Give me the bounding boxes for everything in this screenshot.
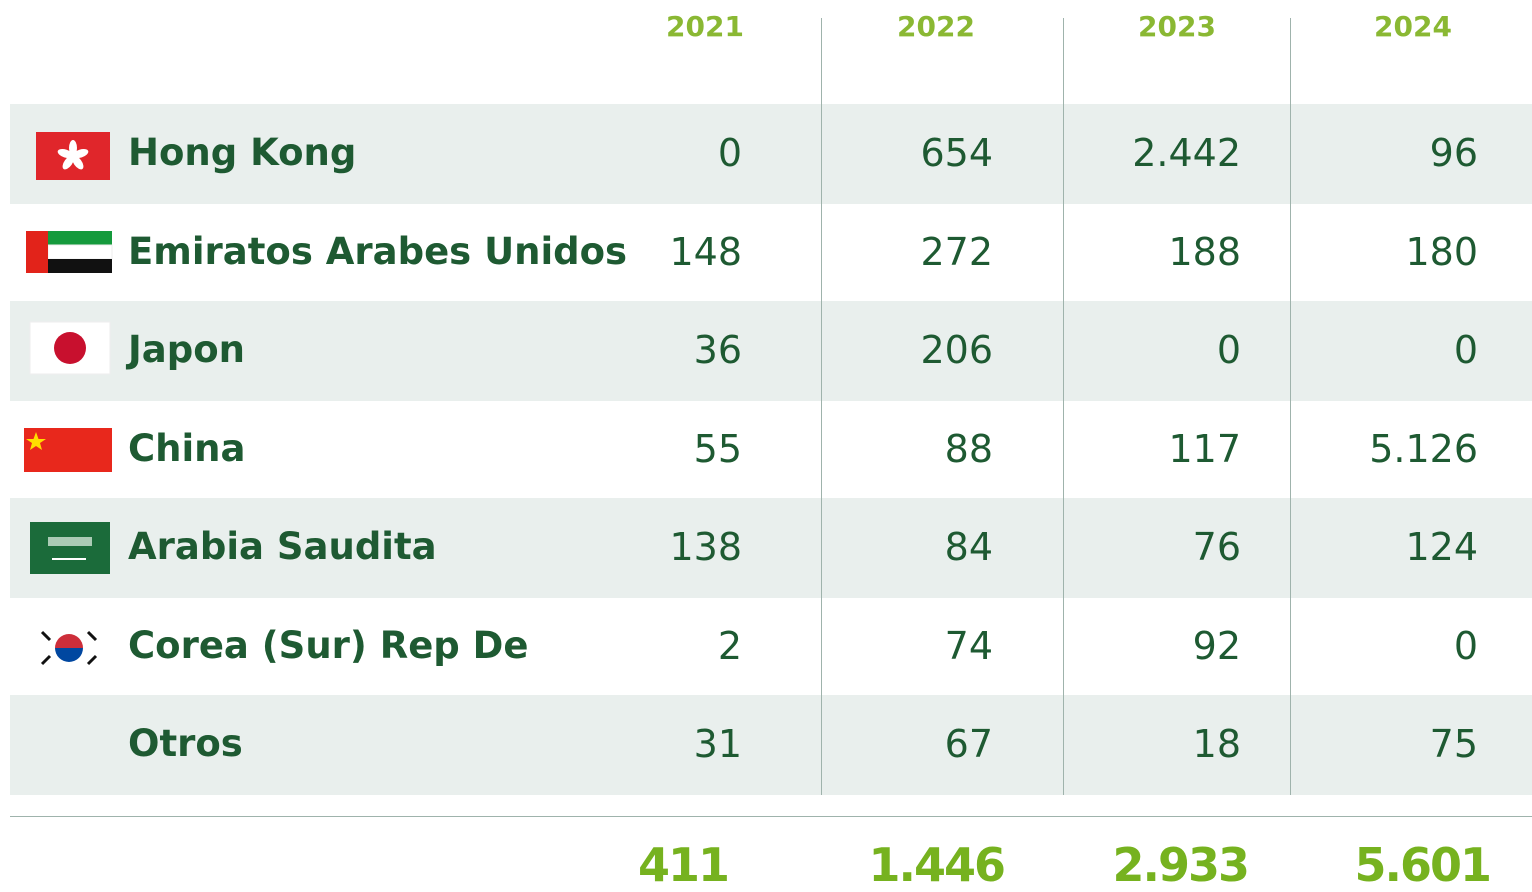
cell-value: 2.442 <box>1132 131 1241 175</box>
cell-value: 36 <box>693 328 742 372</box>
country-name: Emiratos Arabes Unidos <box>128 229 628 273</box>
country-name: Japon <box>128 328 245 371</box>
flag-saudi <box>30 522 110 574</box>
year-header: 2023 <box>1138 10 1216 43</box>
cell-value: 67 <box>944 722 993 766</box>
country-name: Arabia Saudita <box>128 525 437 568</box>
year-header: 2024 <box>1374 10 1452 43</box>
cell-value: 76 <box>1192 525 1241 569</box>
column-separator <box>821 18 822 795</box>
cell-value: 124 <box>1405 525 1478 569</box>
cell-value: 92 <box>1192 623 1241 668</box>
cell-value: 0 <box>1453 328 1478 372</box>
cell-value: 31 <box>693 722 742 766</box>
cell-value: 188 <box>1168 229 1241 274</box>
row-band <box>10 695 1532 795</box>
flags <box>24 132 113 671</box>
row-band <box>10 498 1532 598</box>
row-band <box>10 301 1532 401</box>
cell-value: 88 <box>944 426 993 471</box>
cell-value: 5.126 <box>1369 426 1478 471</box>
cell-value: 654 <box>920 131 993 175</box>
cell-value: 148 <box>669 229 742 274</box>
cell-value: 2 <box>717 623 742 668</box>
cell-value: 0 <box>1216 328 1241 372</box>
cell-value: 117 <box>1168 426 1241 471</box>
country-name: Otros <box>128 722 243 765</box>
flag-japan <box>29 321 111 375</box>
cell-value: 272 <box>920 229 993 274</box>
total-value: 1.446 <box>868 838 1006 892</box>
cell-value: 0 <box>717 131 742 175</box>
flag-china <box>24 428 112 472</box>
total-value: 411 <box>637 838 730 892</box>
column-separator <box>1063 18 1064 795</box>
cell-value: 75 <box>1429 722 1478 766</box>
cell-value: 84 <box>944 525 993 569</box>
country-name: Corea (Sur) Rep De <box>128 623 529 667</box>
year-header: 2022 <box>897 10 975 43</box>
cell-value: 138 <box>669 525 742 569</box>
cell-value: 96 <box>1429 131 1478 175</box>
flag-uae <box>26 231 113 273</box>
cell-value: 0 <box>1453 623 1478 668</box>
row-band <box>10 104 1532 204</box>
cell-value: 55 <box>693 426 742 471</box>
cell-value: 18 <box>1192 722 1241 766</box>
total-value: 2.933 <box>1112 838 1250 892</box>
year-header: 2021 <box>666 10 744 43</box>
column-separator <box>1290 18 1291 795</box>
total-rule <box>10 816 1532 817</box>
cell-value: 206 <box>920 328 993 372</box>
country-name: Hong Kong <box>128 131 357 174</box>
cell-value: 74 <box>944 623 993 668</box>
country-name: China <box>128 426 246 470</box>
total-value: 5.601 <box>1354 838 1492 892</box>
cell-value: 180 <box>1405 229 1478 274</box>
flag-korea <box>38 625 100 671</box>
flag-hong-kong <box>36 132 110 180</box>
